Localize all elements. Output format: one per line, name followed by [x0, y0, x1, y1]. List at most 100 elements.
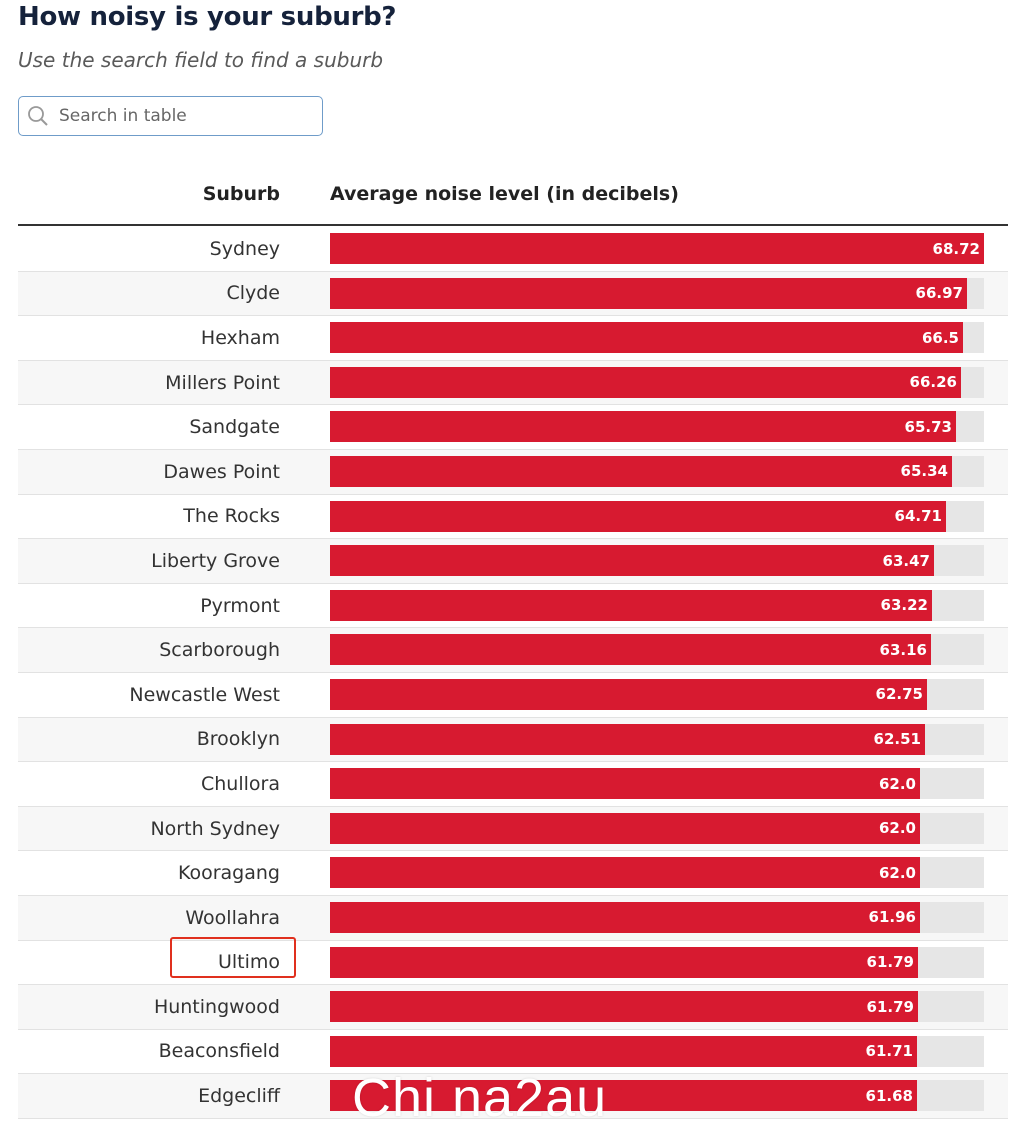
noise-bar: 66.5 [330, 322, 963, 354]
noise-bar: 66.26 [330, 366, 961, 398]
bar-track: 68.72 [330, 233, 984, 264]
bar-value-label: 62.75 [875, 685, 923, 704]
suburb-name: Clyde [226, 282, 280, 305]
noise-bar: 68.72 [330, 233, 984, 264]
bar-track: 64.71 [330, 500, 984, 532]
suburb-name: North Sydney [150, 817, 280, 840]
suburb-name: Brooklyn [196, 728, 280, 751]
table-row: Clyde 66.97 [18, 271, 1008, 317]
suburb-name: Dawes Point [163, 460, 280, 483]
bar-value-label: 62.0 [878, 774, 916, 793]
bar-value-label: 65.34 [900, 462, 948, 481]
search-input[interactable] [57, 105, 301, 127]
table-row: Millers Point 66.26 [18, 360, 1008, 406]
noise-bar: 64.71 [330, 500, 946, 532]
suburb-name: Huntingwood [153, 995, 280, 1018]
bar-value-label: 62.51 [873, 730, 921, 749]
column-header-suburb[interactable]: Suburb [202, 183, 280, 205]
bar-track: 66.97 [330, 277, 984, 309]
bar-value-label: 61.79 [866, 953, 914, 971]
bar-value-label: 66.5 [921, 328, 959, 347]
bar-value-label: 62.0 [878, 819, 916, 838]
table-row: Hexham 66.5 [18, 316, 1008, 361]
table-row: Huntingwood 61.79 [18, 985, 1008, 1030]
table-row: Newcastle West 62.75 [18, 673, 1008, 718]
suburb-name: Pyrmont [200, 594, 280, 617]
bar-track: 63.47 [330, 545, 984, 577]
bar-value-label: 61.96 [868, 908, 916, 927]
bar-value-label: 61.79 [866, 997, 914, 1016]
noise-bar: 63.22 [330, 589, 932, 621]
search-box[interactable] [18, 96, 323, 136]
bar-value-label: 62.0 [878, 863, 916, 882]
bar-track: 62.75 [330, 678, 984, 710]
bar-track: 63.16 [330, 634, 984, 666]
bar-value-label: 63.16 [879, 640, 927, 659]
bar-track: 65.73 [330, 411, 984, 443]
suburb-name: Liberty Grove [151, 549, 280, 572]
bar-value-label: 61.71 [865, 1042, 913, 1061]
header-divider [18, 224, 1008, 226]
suburb-name: Kooragang [177, 862, 280, 885]
table-row: Beaconsfield 61.71 [18, 1030, 1008, 1075]
table-row: Scarborough 63.16 [18, 628, 1008, 673]
noise-bar: 62.0 [330, 768, 920, 800]
noise-bar: 66.97 [330, 277, 967, 309]
bar-track: 63.22 [330, 589, 984, 621]
table-body: Sydney 68.72 Clyde 66.97 Hexham 66.5 Millers P… [18, 227, 1008, 1119]
bar-track: 66.5 [330, 322, 984, 354]
noise-bar: 65.73 [330, 411, 956, 443]
bar-value-label: 66.26 [909, 373, 957, 392]
suburb-name: Newcastle West [129, 683, 280, 706]
noise-bar: 65.34 [330, 455, 952, 487]
bar-track: 61.79 [330, 991, 984, 1023]
bar-track: 61.79 [330, 946, 984, 978]
table-row: Pyrmont 63.22 [18, 584, 1008, 629]
table-row: Sydney 68.72 [18, 227, 1008, 272]
table-row: Edgecliff 61.68 [18, 1074, 1008, 1119]
suburb-name: Edgecliff [198, 1085, 280, 1108]
noise-bar: 62.0 [330, 857, 920, 889]
table-row: Brooklyn 62.51 [18, 717, 1008, 763]
bar-value-label: 68.72 [932, 239, 980, 258]
noise-bar: 61.79 [330, 946, 918, 978]
page-subtitle: Use the search field to find a suburb [18, 48, 384, 72]
noise-bar: 61.68 [330, 1080, 917, 1112]
bar-track: 65.34 [330, 455, 984, 487]
bar-value-label: 66.97 [915, 284, 963, 303]
bar-track: 61.68 [330, 1080, 984, 1112]
noise-bar: 61.71 [330, 1035, 917, 1067]
bar-track: 62.0 [330, 857, 984, 889]
suburb-name: Ultimo [217, 951, 280, 974]
bar-value-label: 64.71 [894, 507, 942, 526]
bar-value-label: 61.68 [865, 1086, 913, 1105]
suburb-name: Sandgate [189, 416, 280, 439]
bar-track: 61.71 [330, 1035, 984, 1067]
bar-track: 62.51 [330, 723, 984, 755]
bar-value-label: 65.73 [904, 417, 952, 436]
bar-track: 61.96 [330, 901, 984, 933]
table-row: The Rocks 64.71 [18, 495, 1008, 540]
bar-track: 66.26 [330, 366, 984, 398]
ultimo-highlight-box [170, 937, 296, 978]
suburb-name: The Rocks [183, 505, 280, 528]
suburb-name: Scarborough [159, 639, 280, 662]
noise-bar: 61.79 [330, 991, 918, 1023]
column-header-noise-level[interactable]: Average noise level (in decibels) [330, 183, 679, 205]
bar-track: 62.0 [330, 812, 984, 844]
search-icon [28, 106, 48, 126]
noise-bar: 61.96 [330, 901, 920, 933]
noise-bar: 62.51 [330, 723, 925, 755]
bar-value-label: 63.47 [882, 551, 930, 570]
table-row: North Sydney 62.0 [18, 806, 1008, 852]
noise-bar: 62.0 [330, 812, 920, 844]
watermark: Chi na2au [352, 1068, 608, 1128]
suburb-name: Hexham [200, 326, 280, 349]
noise-bar: 63.16 [330, 634, 931, 666]
table-row: Dawes Point 65.34 [18, 449, 1008, 495]
page-title: How noisy is your suburb? [18, 2, 397, 32]
bar-track: 62.0 [330, 768, 984, 800]
suburb-name: Sydney [209, 237, 280, 260]
table-row: Chullora 62.0 [18, 762, 1008, 807]
suburb-name: Woollahra [185, 906, 280, 929]
